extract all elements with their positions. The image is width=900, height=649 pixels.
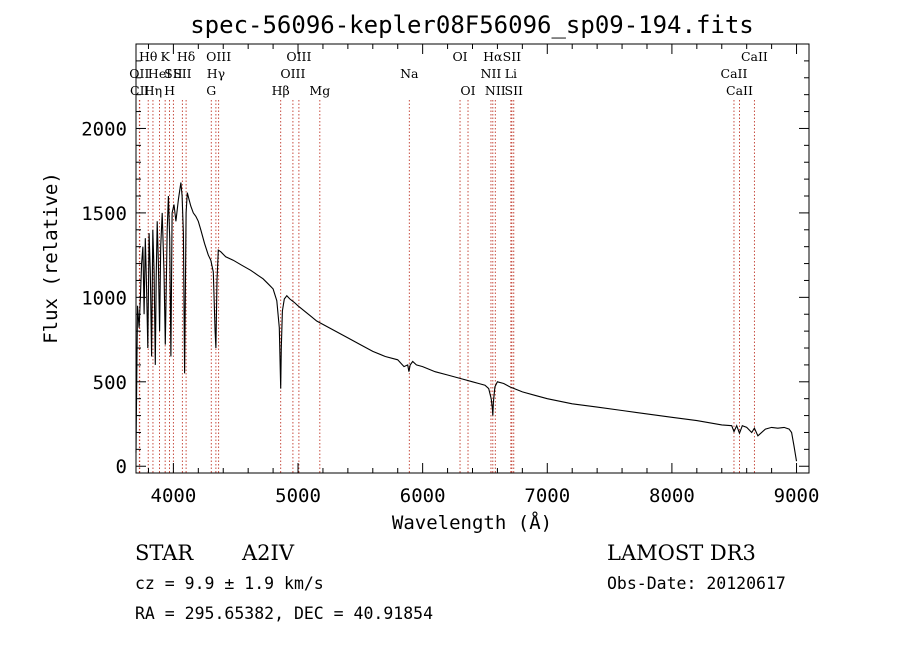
line-marker-label: Na bbox=[400, 66, 419, 81]
line-marker-label: SII bbox=[164, 66, 183, 81]
chart-title: spec-56096-kepler08F56096_sp09-194.fits bbox=[190, 11, 754, 39]
line-marker-label: OIII bbox=[206, 49, 231, 64]
line-marker-label: Mg bbox=[309, 83, 330, 98]
line-marker-label: K bbox=[160, 49, 170, 64]
y-tick-label: 500 bbox=[93, 372, 127, 394]
line-marker-label: OII bbox=[129, 66, 149, 81]
x-tick-label: 4000 bbox=[151, 485, 197, 507]
survey-name: LAMOST DR3 bbox=[607, 541, 756, 565]
y-tick-label: 1500 bbox=[81, 203, 127, 225]
plot-frame bbox=[135, 43, 810, 474]
x-tick-label: 7000 bbox=[524, 485, 570, 507]
coordinates: RA = 295.65382, DEC = 40.91854 bbox=[135, 604, 433, 623]
y-tick-label: 1000 bbox=[81, 287, 127, 309]
axes: 4000 5000 6000 7000 8000 9000 0 500 1000 1500 2000 bbox=[81, 44, 819, 507]
line-marker-label: Hθ bbox=[139, 49, 157, 64]
line-marker-label: NII bbox=[481, 66, 502, 81]
line-marker-label: Hη bbox=[144, 83, 162, 98]
line-marker-label: SII bbox=[503, 49, 522, 64]
line-marker-label: HeI bbox=[148, 66, 171, 81]
line-marker-label: OIII bbox=[286, 49, 311, 64]
line-marker-label: Hα bbox=[483, 49, 503, 64]
line-marker-label: CaII bbox=[721, 66, 748, 81]
line-marker-label: Hδ bbox=[177, 49, 195, 64]
x-axis-label: Wavelength (Å) bbox=[392, 511, 552, 534]
line-marker-label: CaII bbox=[741, 49, 768, 64]
line-marker-label: H bbox=[164, 83, 175, 98]
line-marker-label: SII bbox=[173, 66, 192, 81]
line-marker-label: SII bbox=[505, 83, 524, 98]
y-tick-label: 2000 bbox=[81, 118, 127, 140]
line-marker-label: G bbox=[206, 83, 216, 98]
redshift-cz: cz = 9.9 ± 1.9 km/s bbox=[135, 574, 324, 593]
object-class: STAR bbox=[135, 541, 194, 565]
line-marker-label: CII bbox=[130, 83, 150, 98]
x-tick-label: 5000 bbox=[275, 485, 321, 507]
line-marker-label: OIII bbox=[280, 66, 305, 81]
spectrum-line bbox=[135, 182, 798, 462]
line-marker-label: NII bbox=[485, 83, 506, 98]
line-marker-label: Hγ bbox=[207, 66, 225, 81]
line-marker-label: Li bbox=[505, 66, 517, 81]
line-marker-label: OI bbox=[460, 83, 475, 98]
line-marker-label: OI bbox=[452, 49, 467, 64]
x-tick-label: 8000 bbox=[649, 485, 695, 507]
x-tick-label: 6000 bbox=[400, 485, 446, 507]
observation-date: Obs-Date: 20120617 bbox=[607, 574, 786, 593]
y-axis-label: Flux (relative) bbox=[40, 172, 62, 344]
line-marker-label: Hβ bbox=[272, 83, 290, 98]
line-marker-label: CaII bbox=[726, 83, 753, 98]
x-tick-label: 9000 bbox=[774, 485, 820, 507]
y-tick-label: 0 bbox=[116, 456, 127, 478]
object-subclass: A2IV bbox=[241, 541, 295, 565]
